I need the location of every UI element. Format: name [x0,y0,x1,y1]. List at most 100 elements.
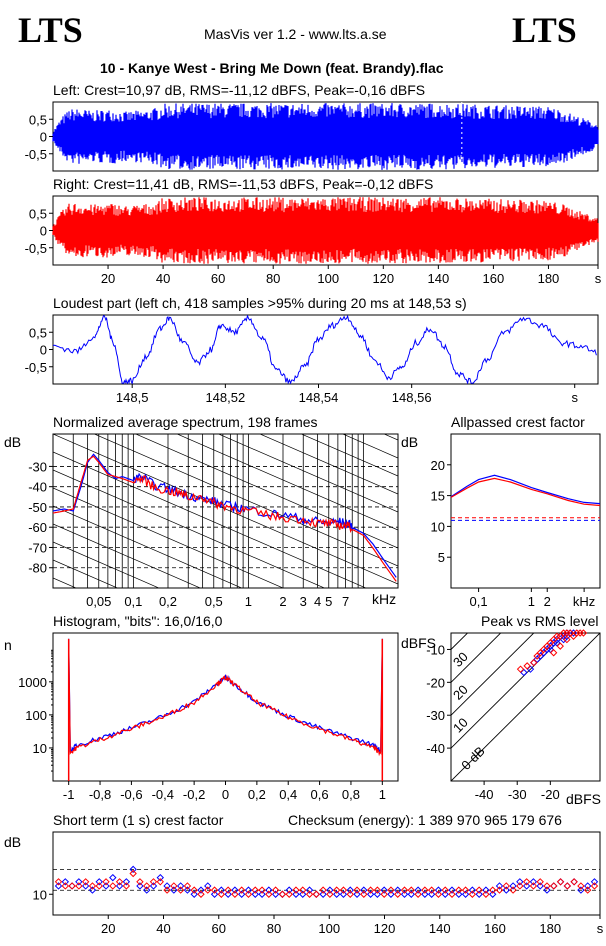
shortterm-point-left-37 [305,886,314,894]
spectrum-slant-6 [383,434,398,441]
checksum-text: Checksum (energy): 1 389 970 965 179 676 [288,812,562,828]
spectrum-xtick-label-7: 4 [314,594,321,609]
right-xtick-label-7: 160 [483,271,505,286]
shortterm-point-left-75 [563,882,572,890]
shortterm-point-left-63 [482,886,490,894]
allpassed-ytick-label-0: 20 [431,458,445,473]
spectrum-xtick-label-1: 0,1 [124,594,142,609]
shortterm-point-left-29 [251,890,259,898]
loudest-ytick-label-2: -0,5 [25,360,47,375]
allpassed-ylabel: dB [401,434,419,450]
peakrms-diagonal-label-1: 10 [450,715,471,736]
shortterm-point-right-70 [529,882,538,890]
app-title: MasVis ver 1.2 - www.lts.a.se [204,26,387,42]
shortterm-point-left-60 [461,890,470,898]
peakrms-xtick-label-2: -20 [541,787,560,802]
shortterm-point-right-25 [224,886,232,894]
shortterm-point-right-44 [353,886,361,894]
shortterm-point-left-35 [292,890,300,898]
shortterm-xtick-label-1: 40 [156,921,170,936]
shortterm-point-left-1 [61,878,70,886]
peakrms-diagonal-3 [451,633,502,683]
shortterm-point-left-64 [489,890,497,898]
shortterm-point-right-43 [346,890,354,898]
peakrms-diagonal-1 [451,633,568,749]
file-title: 10 - Kanye West - Bring Me Down (feat. B… [100,60,444,76]
shortterm-point-left-48 [380,886,388,894]
spectrum-xtick-label-6: 3 [300,594,307,609]
shortterm-point-right-63 [482,890,490,898]
shortterm-point-left-32 [271,890,280,898]
spectrum-slant-7 [341,434,398,459]
shortterm-point-right-55 [427,886,436,894]
spectrum-slant-17 [53,487,284,588]
shortterm-point-right-64 [489,886,497,894]
shortterm-point-left-52 [407,890,416,898]
shortterm-point-left-50 [394,886,402,894]
shortterm-point-right-11 [129,869,137,878]
peakrms-ylabel: dBFS [401,635,437,651]
peakrms-point-right-1 [523,662,531,670]
shortterm-point-left-19 [183,886,192,894]
shortterm-point-right-42 [339,886,348,894]
shortterm-point-left-24 [217,886,226,894]
shortterm-point-right-67 [509,886,517,894]
allpassed-xtick-label-3: kHz [573,594,595,609]
histogram-frame [52,632,399,782]
shortterm-point-left-46 [366,890,375,898]
shortterm-point-left-68 [516,878,524,886]
histogram-xtick-label-3: -0,4 [152,787,174,802]
shortterm-xtick-label-5: 120 [374,921,396,936]
shortterm-point-right-68 [516,882,524,890]
shortterm-point-left-39 [319,890,327,898]
peakrms-diagonal-2 [451,633,535,716]
shortterm-point-left-56 [434,886,443,894]
right-waveform [52,197,599,264]
spectrum-xtick-label-4: 1 [245,594,252,609]
shortterm-point-right-24 [217,890,226,898]
histogram-ytick-label-1: 100 [25,708,47,723]
shortterm-point-left-49 [387,890,395,898]
shortterm-point-right-58 [448,890,456,898]
peakrms-point-right-20 [569,632,578,640]
shortterm-point-left-33 [278,890,287,898]
spectrum-ytick-label-5: -80 [28,561,47,576]
histogram-series-right [68,642,383,757]
shortterm-point-left-25 [224,890,232,898]
shortterm-point-left-78 [583,882,592,890]
shortterm-point-right-41 [332,886,341,894]
histogram-ylabel: n [4,637,12,653]
shortterm-point-right-65 [495,886,504,894]
peakrms-diagonal-label-3: 30 [450,649,471,670]
peakrms-point-right-18 [556,642,564,650]
shortterm-point-left-23 [210,890,219,898]
spectrum-slant-16 [53,469,326,588]
loudest-ytick-label-1: 0 [40,343,47,358]
shortterm-point-right-23 [210,886,219,894]
spectrum-xtick-label-8: 5 [325,594,332,609]
shortterm-point-right-5 [88,882,97,890]
shortterm-point-left-66 [502,886,510,894]
shortterm-point-right-18 [176,886,185,894]
shortterm-point-left-40 [326,886,334,894]
shortterm-point-right-50 [394,890,402,898]
spectrum-slant-15 [53,451,367,588]
shortterm-point-right-39 [319,886,327,894]
shortterm-point-left-72 [543,886,551,894]
histogram-xtick-label-7: 0,4 [279,787,297,802]
right-xtick-label-3: 80 [266,271,280,286]
shortterm-point-right-22 [204,886,212,894]
right-xtick-label-9: s [595,271,602,286]
shortterm-point-right-37 [305,890,314,898]
spectrum-xtick-label-2: 0,2 [159,594,177,609]
peakrms-diagonal-4 [451,633,469,651]
shortterm-point-right-28 [244,890,253,898]
shortterm-point-right-57 [441,886,449,894]
peakrms-point-right-17 [549,649,558,657]
shortterm-ytick-label-0: 10 [33,887,47,902]
left-ytick-label-1: 0 [40,130,47,145]
spectrum-slant-19 [53,523,202,588]
shortterm-point-left-14 [149,882,158,890]
shortterm-point-left-11 [129,865,137,874]
